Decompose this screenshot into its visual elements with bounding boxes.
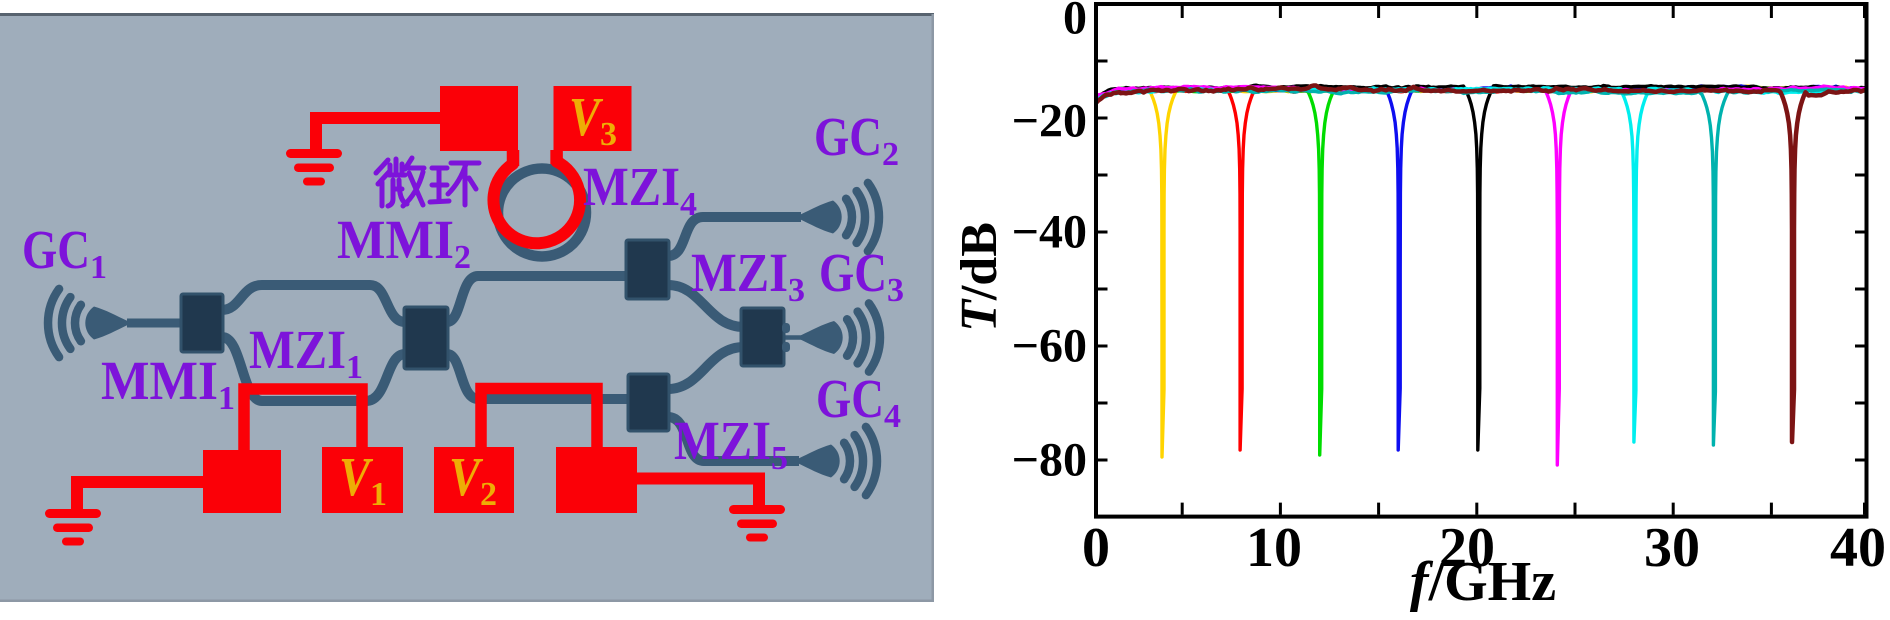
svg-text:MMI2: MMI2 <box>337 209 471 276</box>
svg-text:GC1: GC1 <box>22 219 107 286</box>
svg-text:20: 20 <box>1439 517 1495 579</box>
svg-text:f/GHz: f/GHz <box>1410 551 1556 613</box>
svg-text:GC2: GC2 <box>814 106 899 173</box>
svg-text:MZI4: MZI4 <box>583 156 697 223</box>
svg-text:T/dB: T/dB <box>951 222 1008 332</box>
svg-text:−80: −80 <box>1012 434 1087 487</box>
svg-text:MZI3: MZI3 <box>691 242 805 309</box>
svg-text:GC4: GC4 <box>816 368 901 435</box>
svg-text:V1: V1 <box>339 446 387 513</box>
svg-text:V2: V2 <box>449 446 497 513</box>
svg-text:MZI5: MZI5 <box>674 410 788 477</box>
svg-text:0: 0 <box>1063 0 1087 45</box>
svg-text:−20: −20 <box>1012 95 1087 148</box>
svg-text:30: 30 <box>1644 517 1700 579</box>
svg-text:−60: −60 <box>1012 320 1087 373</box>
svg-text:MMI1: MMI1 <box>101 350 235 417</box>
svg-text:MZI1: MZI1 <box>249 319 363 386</box>
svg-text:0: 0 <box>1082 517 1110 579</box>
svg-text:−40: −40 <box>1012 206 1087 259</box>
svg-text:40: 40 <box>1830 517 1886 579</box>
svg-text:V3: V3 <box>569 86 617 153</box>
svg-text:10: 10 <box>1246 517 1302 579</box>
svg-text:GC3: GC3 <box>819 242 904 309</box>
